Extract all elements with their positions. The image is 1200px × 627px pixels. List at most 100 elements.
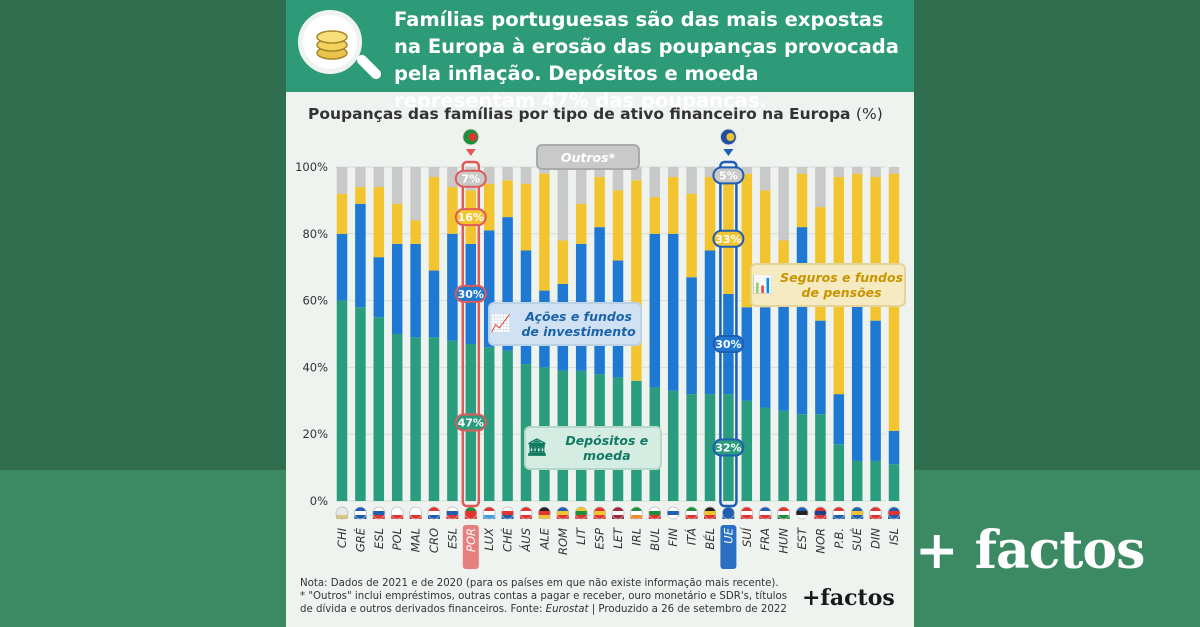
- brand-logo-large: + factos: [915, 520, 1145, 581]
- bar-segment: [796, 414, 808, 501]
- bar-segment: [502, 217, 513, 351]
- country-flag-icon: [795, 506, 809, 520]
- bar-segment: [355, 167, 366, 188]
- bar-segment: [447, 167, 458, 188]
- flag-band: [612, 511, 624, 515]
- country-flag-icon: [611, 506, 625, 520]
- flag-band: [685, 511, 698, 515]
- flag-outline: [445, 506, 459, 520]
- flag-band: [832, 515, 845, 519]
- flag-band: [814, 515, 827, 519]
- flag-band: [851, 511, 864, 515]
- flag-band: [520, 511, 532, 515]
- bar-segment: [888, 464, 900, 501]
- category-label: P.B.: [832, 528, 846, 549]
- value-label-pill: [712, 229, 745, 248]
- category-label: ROM: [556, 528, 570, 555]
- country-flag-icon: [354, 506, 367, 520]
- bar-segment: [851, 167, 863, 174]
- flag-outline: [777, 506, 791, 520]
- flag-band: [501, 515, 514, 519]
- bar-segment: [778, 410, 789, 501]
- value-label: 33%: [715, 233, 741, 246]
- flag-band: [446, 515, 459, 519]
- country-flag-icon: [721, 506, 735, 520]
- bar-segment: [759, 307, 771, 408]
- category-label: DIN: [869, 528, 883, 549]
- bar-segment: [410, 220, 421, 244]
- bar-segment: [539, 167, 550, 174]
- category-label: ESL: [445, 528, 459, 549]
- bar-segment: [502, 167, 513, 181]
- value-label-pill: [454, 284, 487, 303]
- country-flag-icon: [501, 506, 515, 520]
- flag-band: [483, 515, 496, 519]
- flag-outline: [335, 506, 349, 520]
- bar-segment: [815, 320, 826, 415]
- flag-band: [336, 511, 348, 515]
- bar-segment: [851, 460, 863, 501]
- infographic-panel: Famílias portuguesas são das mais expost…: [286, 0, 914, 627]
- category-highlight: [462, 525, 479, 569]
- bar-segment: [796, 173, 808, 228]
- bar-segment: [667, 177, 679, 234]
- bar-segment: [355, 307, 366, 501]
- bar-segment: [557, 167, 569, 241]
- flag-band: [667, 511, 680, 515]
- bar-segment: [410, 167, 421, 221]
- flag-outline: [482, 506, 496, 520]
- bar-segment: [759, 167, 771, 191]
- bar-segment: [833, 394, 845, 445]
- flag-band: [336, 515, 348, 519]
- flag-outline: [666, 506, 680, 520]
- country-flag-icon: [372, 506, 386, 520]
- bar-segment: [833, 444, 845, 501]
- bar-segment: [391, 167, 403, 204]
- flag-band: [685, 515, 698, 519]
- flag-band: [722, 515, 735, 519]
- country-flag-icon: [666, 506, 680, 520]
- bar-segment: [373, 257, 385, 318]
- country-flag-icon: [593, 506, 607, 520]
- flag-band: [648, 511, 661, 515]
- bar-segment: [741, 173, 753, 308]
- bar-segment: [336, 193, 348, 234]
- bar-segment: [483, 183, 495, 231]
- bar-segment: [815, 414, 826, 501]
- bar-segment: [686, 193, 697, 278]
- legend-depositos-label: Depósitos e moeda: [565, 433, 649, 463]
- country-flag-icon: [703, 506, 717, 520]
- flag-band: [556, 511, 569, 515]
- bar-segment: [759, 407, 771, 501]
- flag-band: [722, 511, 735, 515]
- flag-band: [612, 515, 624, 519]
- flag-outline: [832, 506, 846, 520]
- flag-band: [796, 515, 808, 519]
- country-flag-icon: [832, 506, 846, 520]
- bar-segment: [649, 167, 661, 198]
- flag-band: [520, 515, 532, 519]
- bar-segment: [428, 167, 440, 178]
- bar-segment: [759, 190, 771, 308]
- category-label: FIN: [666, 528, 680, 547]
- bar-segment: [410, 337, 421, 501]
- bar-segment: [539, 173, 550, 291]
- category-label: GRÉ: [352, 527, 367, 552]
- bar-segment: [649, 233, 661, 388]
- value-label: 16%: [458, 211, 484, 224]
- legend-acoes: 📈 Ações e fundos de investimento: [488, 302, 642, 346]
- bar-segment: [447, 187, 458, 234]
- country-flag-icon: [814, 506, 827, 520]
- flag-band: [851, 515, 864, 519]
- flag-band: [869, 515, 882, 519]
- category-label: CRO: [427, 528, 441, 553]
- bar-segment: [741, 167, 753, 174]
- flag-band: [888, 515, 900, 519]
- category-label: LET: [611, 527, 625, 549]
- country-flag-icon: [574, 506, 588, 520]
- bar-segment: [686, 394, 697, 501]
- chart-title: Poupanças das famílias por tipo de ativo…: [308, 105, 851, 123]
- bar-segment: [888, 167, 900, 174]
- value-label: 30%: [715, 338, 741, 351]
- y-tick-label: 80%: [302, 227, 328, 241]
